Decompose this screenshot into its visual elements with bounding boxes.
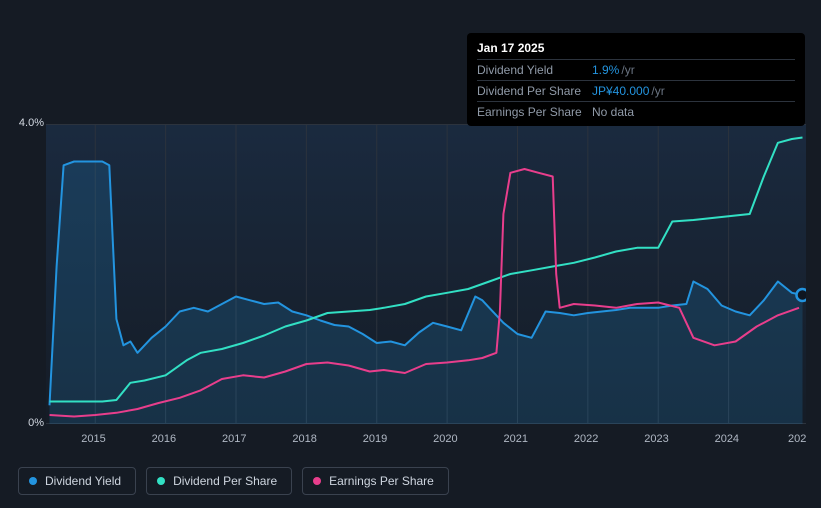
dividend-chart[interactable]: 0% 4.0% 2015 2016 2017 2018 2019 2020 2021 2022 2… [18,108,806,458]
x-axis-label: 2018 [292,433,316,445]
chart-tooltip: Jan 17 2025 Dividend Yield1.9% /yrDivide… [467,33,805,126]
legend-item[interactable]: Earnings Per Share [302,467,449,495]
x-axis-label: 2016 [152,433,176,445]
legend-label: Dividend Per Share [173,474,277,488]
chart-plot-area[interactable] [46,124,806,424]
legend-dot [313,477,321,485]
tooltip-row-label: Earnings Per Share [477,105,592,119]
x-axis-label: 2017 [222,433,246,445]
chart-legend: Dividend Yield Dividend Per Share Earnings… [18,467,449,495]
x-axis-label: 2019 [363,433,387,445]
x-axis-label: 2020 [433,433,457,445]
tooltip-row: Dividend Per ShareJP¥40.000 /yr [477,80,795,101]
x-axis-label: 2024 [715,433,739,445]
tooltip-row-value: 1.9% [592,63,619,77]
legend-dot [29,477,37,485]
tooltip-date: Jan 17 2025 [477,39,795,59]
legend-label: Dividend Yield [45,474,121,488]
tooltip-row-label: Dividend Per Share [477,84,592,98]
y-axis-label: 4.0% [16,117,44,129]
tooltip-row: Earnings Per ShareNo data [477,101,795,122]
tooltip-row-value: No data [592,105,634,119]
tooltip-row-label: Dividend Yield [477,63,592,77]
tooltip-row-suffix: /yr [651,84,664,98]
x-axis-label: 2015 [81,433,105,445]
legend-item[interactable]: Dividend Yield [18,467,136,495]
legend-item[interactable]: Dividend Per Share [146,467,292,495]
x-axis-label: 2021 [503,433,527,445]
chart-marker [796,289,806,301]
y-axis-label: 0% [16,417,44,429]
legend-label: Earnings Per Share [329,474,434,488]
x-axis-label: 202 [788,433,806,445]
x-axis-label: 2023 [644,433,668,445]
tooltip-row-suffix: /yr [621,63,634,77]
tooltip-row-value: JP¥40.000 [592,84,649,98]
tooltip-row: Dividend Yield1.9% /yr [477,59,795,80]
legend-dot [157,477,165,485]
x-axis-label: 2022 [574,433,598,445]
